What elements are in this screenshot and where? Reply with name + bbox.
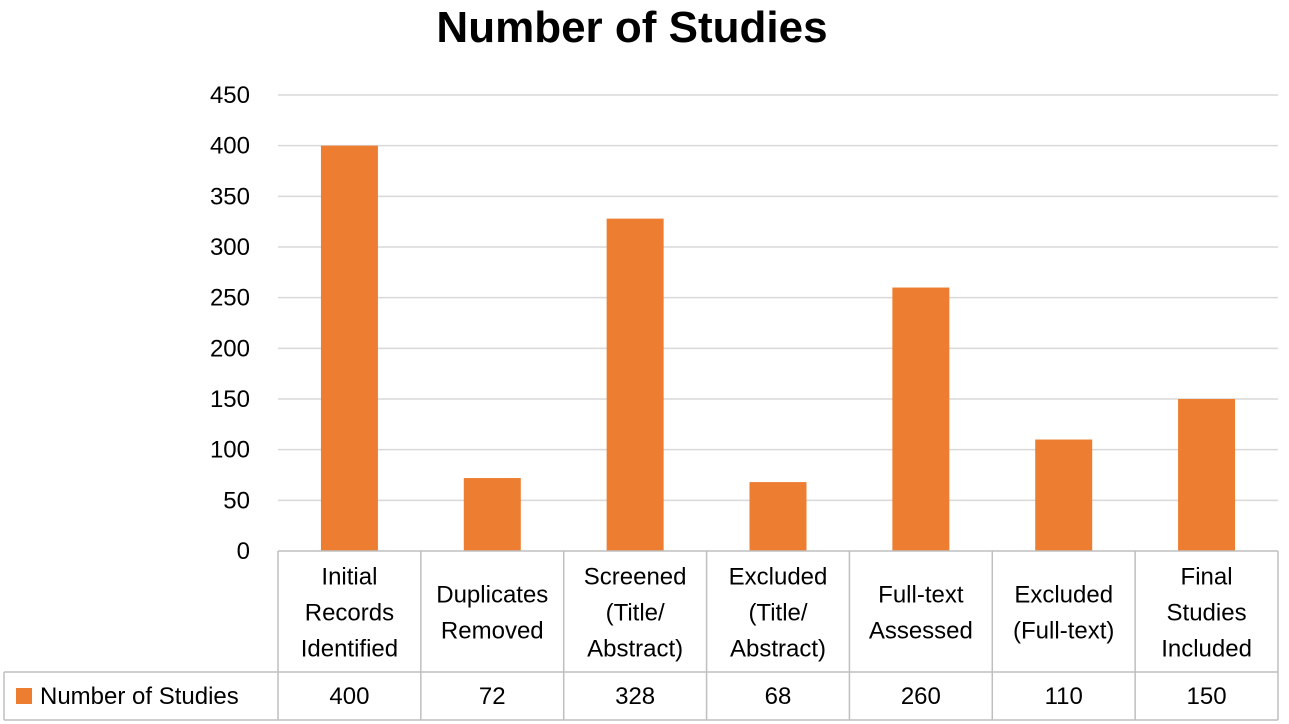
- category-label: Screened (Title/Abstract): [584, 564, 687, 663]
- bars: [320, 145, 1236, 552]
- table-value-cell: 328: [615, 683, 655, 710]
- y-tick-label: 450: [210, 82, 250, 109]
- category-label-line: (Full-text): [1013, 618, 1114, 645]
- category-label: Full-text Assessed: [869, 582, 973, 645]
- category-label-line: Abstract): [587, 636, 683, 663]
- table-value-cell: 110: [1045, 683, 1083, 710]
- category-label-line: Identified: [301, 636, 398, 663]
- category-label-line: Included: [1161, 636, 1252, 663]
- category-label: Duplicates Removed: [436, 582, 548, 645]
- bar: [1178, 399, 1236, 551]
- category-label-line: (Title/: [748, 600, 807, 627]
- data-table: Initial Records Identified Duplicates Remove…: [3, 550, 1279, 721]
- table-value-cell: 260: [901, 683, 941, 710]
- category-label: Excluded (Title/Abstract): [729, 564, 828, 663]
- legend-swatch: [16, 688, 32, 704]
- category-label-line: Studies: [1167, 600, 1247, 627]
- category-label-line: Removed: [441, 618, 544, 645]
- y-tick-label: 100: [210, 437, 250, 464]
- gridlines: [278, 94, 1278, 502]
- category-label-line: Duplicates: [436, 582, 548, 609]
- table-value-cell: 68: [765, 683, 792, 710]
- category-label-line: Final: [1181, 564, 1233, 591]
- category-label-line: Screened: [584, 564, 687, 591]
- y-tick-label: 0: [237, 538, 250, 565]
- y-axis: 0 50 100 150 200 250 300 350 400 450: [210, 82, 250, 565]
- category-label-line: (Title/: [606, 600, 665, 627]
- category-label-line: Excluded: [1014, 582, 1113, 609]
- category-label: Initial Records Identified: [301, 564, 398, 663]
- category-label-line: Excluded: [729, 564, 828, 591]
- category-label-line: Records: [305, 600, 394, 627]
- y-tick-label: 200: [210, 335, 250, 362]
- bar: [749, 482, 807, 551]
- category-label-line: Full-text: [878, 582, 964, 609]
- y-tick-label: 150: [210, 386, 250, 413]
- y-tick-label: 400: [210, 133, 250, 160]
- table-value-cell: 400: [329, 683, 369, 710]
- y-tick-label: 350: [210, 183, 250, 210]
- y-tick-label: 250: [210, 285, 250, 312]
- bar: [892, 287, 950, 551]
- bar: [1035, 439, 1093, 551]
- chart-title: Number of Studies: [436, 3, 827, 52]
- legend-series-name: Number of Studies: [40, 683, 239, 710]
- category-label: Excluded (Full-text): [1013, 582, 1114, 645]
- bar: [463, 478, 521, 551]
- category-label-line: Initial: [321, 564, 377, 591]
- bar: [320, 145, 378, 551]
- category-label-line: Assessed: [869, 618, 973, 645]
- category-label: Final Studies Included: [1161, 564, 1252, 663]
- y-tick-label: 300: [210, 234, 250, 261]
- table-value-cell: 150: [1187, 683, 1227, 710]
- category-label-line: Abstract): [730, 636, 826, 663]
- table-value-cell: 72: [479, 683, 506, 710]
- bar: [606, 218, 664, 552]
- y-tick-label: 50: [223, 487, 250, 514]
